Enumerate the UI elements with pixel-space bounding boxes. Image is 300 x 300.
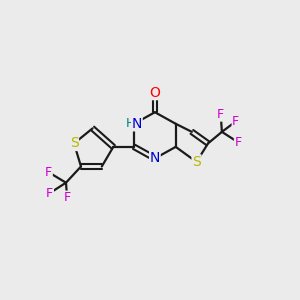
Text: N: N xyxy=(150,152,160,165)
Text: F: F xyxy=(46,187,53,200)
Text: F: F xyxy=(235,136,242,149)
Text: H: H xyxy=(125,117,135,130)
Text: S: S xyxy=(70,136,78,150)
Text: F: F xyxy=(45,166,52,179)
Text: F: F xyxy=(64,191,71,204)
Text: N: N xyxy=(132,117,142,131)
Text: O: O xyxy=(149,85,160,100)
Text: F: F xyxy=(232,115,239,128)
Text: S: S xyxy=(192,155,201,169)
Text: F: F xyxy=(217,108,224,121)
